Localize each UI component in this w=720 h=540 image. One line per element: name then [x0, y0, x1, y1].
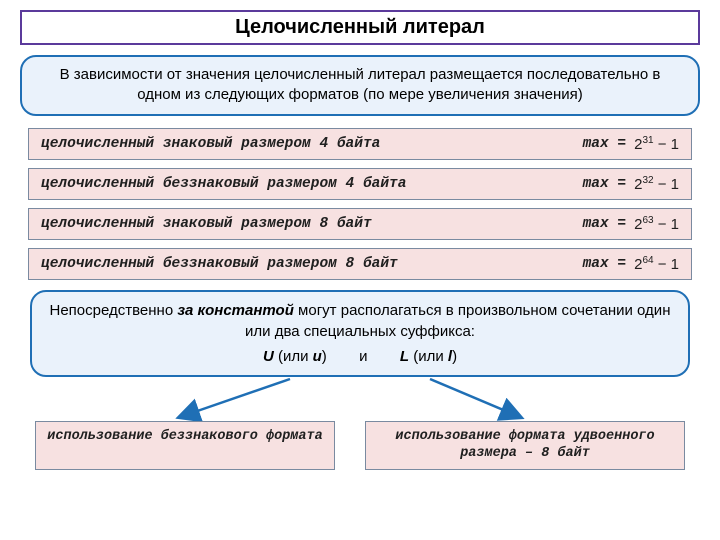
format-desc: целочисленный знаковый размером 8 байт	[41, 216, 583, 232]
format-desc: целочисленный беззнаковый размером 4 бай…	[41, 176, 583, 192]
arrow-area	[30, 377, 690, 421]
and-word: и	[359, 348, 367, 365]
max-formula: 264 − 1	[634, 255, 679, 273]
max-label: max =	[583, 256, 627, 272]
usage-unsigned-text: использование беззнакового формата	[47, 429, 322, 444]
format-row-3: целочисленный беззнаковый размером 8 бай…	[28, 248, 692, 280]
page-title: Целочисленный литерал	[235, 16, 485, 38]
title-box: Целочисленный литерал	[20, 10, 700, 45]
usage-long-text: использование формата удвоенного размера…	[395, 429, 654, 462]
bottom-row: использование беззнакового формата испол…	[30, 421, 690, 470]
l-lower: l	[448, 348, 452, 365]
max-label: max =	[583, 176, 627, 192]
arrows-svg	[30, 377, 690, 421]
suffix-line2: U (или u) и L (или l)	[46, 346, 674, 367]
format-desc: целочисленный знаковый размером 4 байта	[41, 136, 583, 152]
max-formula: 231 − 1	[634, 135, 679, 153]
format-row-1: целочисленный беззнаковый размером 4 бай…	[28, 168, 692, 200]
u-upper: U	[263, 348, 274, 365]
format-desc: целочисленный беззнаковый размером 8 бай…	[41, 256, 583, 272]
max-label: max =	[583, 216, 627, 232]
usage-unsigned: использование беззнакового формата	[35, 421, 335, 470]
intro-text: В зависимости от значения целочисленный …	[60, 66, 661, 103]
suffix-line1-a: Непосредственно	[50, 302, 178, 319]
max-label: max =	[583, 136, 627, 152]
intro-callout: В зависимости от значения целочисленный …	[20, 55, 700, 116]
suffix-callout: Непосредственно за константой могут расп…	[30, 290, 690, 377]
format-row-0: целочисленный знаковый размером 4 байта …	[28, 128, 692, 160]
usage-long: использование формата удвоенного размера…	[365, 421, 685, 470]
u-lower: u	[313, 348, 322, 365]
suffix-bold: за константой	[177, 302, 294, 319]
l-upper: L	[400, 348, 409, 365]
max-formula: 232 − 1	[634, 175, 679, 193]
max-formula: 263 − 1	[634, 215, 679, 233]
format-row-2: целочисленный знаковый размером 8 байт m…	[28, 208, 692, 240]
suffix-line1-b: могут располагаться в произвольном сочет…	[245, 302, 670, 340]
